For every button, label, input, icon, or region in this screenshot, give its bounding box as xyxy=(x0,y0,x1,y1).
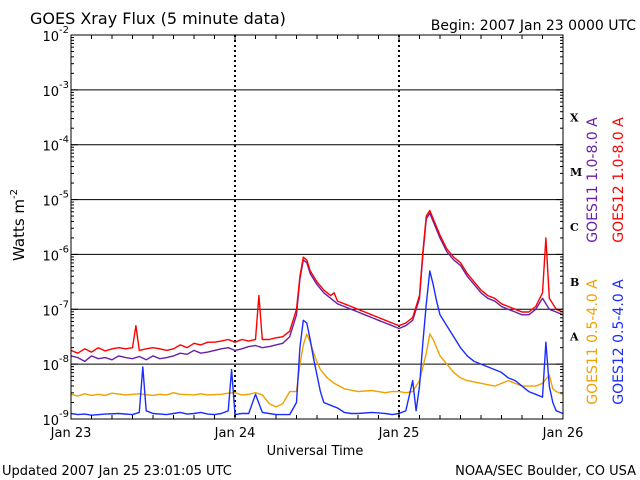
y-tick-base: 10 xyxy=(42,195,59,210)
y-tick-exp: -7 xyxy=(59,299,69,310)
x-tick-label: Jan 23 xyxy=(50,426,92,441)
y-tick-exp: -6 xyxy=(59,244,69,255)
y-tick-label: 10-6 xyxy=(42,244,69,264)
y-tick-label: 10-2 xyxy=(42,25,69,45)
series-line-goes12-1-0-8-0-a xyxy=(70,209,564,354)
chart-title: GOES Xray Flux (5 minute data) xyxy=(30,9,286,28)
y-tick-label: 10-4 xyxy=(42,135,69,155)
y-tick-label: 10-3 xyxy=(42,80,69,100)
y-tick-label: 10-5 xyxy=(42,190,69,210)
y-tick-exp: -2 xyxy=(59,25,69,36)
y-tick-base: 10 xyxy=(42,85,59,100)
y-axis-label: Watts m-2 xyxy=(9,189,28,261)
y-tick-label: 10-9 xyxy=(42,409,69,429)
series-line-goes11-1-0-8-0-a xyxy=(70,212,564,363)
y-tick-label: 10-8 xyxy=(42,354,69,374)
x-tick-label: Jan 24 xyxy=(214,426,256,441)
series-group xyxy=(70,209,564,416)
credit-label: NOAA/SEC Boulder, CO USA xyxy=(455,464,636,479)
updated-label: Updated 2007 Jan 25 23:01:05 UTC xyxy=(2,464,232,479)
y-tick-exp: -8 xyxy=(59,354,69,365)
y-axis-label-exp: -2 xyxy=(9,189,20,199)
y-axis-label-base: Watts m xyxy=(10,199,28,261)
y-tick-base: 10 xyxy=(42,30,59,45)
legend-entry: GOES11 0.5-4.0 A xyxy=(585,279,601,405)
flare-class-label: M xyxy=(570,166,582,179)
plot-frame xyxy=(70,34,564,420)
y-tick-exp: -3 xyxy=(59,80,69,91)
flare-class-label: A xyxy=(569,331,579,344)
flare-class-label: C xyxy=(570,221,579,234)
y-tick-exp: -4 xyxy=(59,135,69,146)
legend-right: GOES11 1.0-8.0 A GOES12 1.0-8.0 A GOES11 0… xyxy=(585,117,627,405)
flare-class-label: B xyxy=(570,276,579,289)
grid xyxy=(71,35,563,419)
flare-class-label: X xyxy=(570,111,579,124)
series-line-goes11-0-5-4-0-a xyxy=(70,333,564,408)
y-tick-exp: -9 xyxy=(59,409,69,420)
legend-entry: GOES11 1.0-8.0 A xyxy=(585,117,601,243)
flare-class-labels: A B C M X xyxy=(569,111,582,343)
y-tick-base: 10 xyxy=(42,249,59,264)
x-axis-label: Universal Time xyxy=(267,444,364,459)
y-tick-exp: -5 xyxy=(59,190,69,201)
legend-entry: GOES12 1.0-8.0 A xyxy=(611,117,627,243)
begin-label: Begin: 2007 Jan 23 0000 UTC xyxy=(431,18,636,34)
y-tick-label: 10-7 xyxy=(42,299,69,319)
series-line-goes12-0-5-4-0-a xyxy=(70,270,564,416)
x-tick-label: Jan 26 xyxy=(542,426,584,441)
x-axis: Jan 23 Jan 24 Jan 25 Jan 26 xyxy=(50,35,584,441)
y-tick-base: 10 xyxy=(42,359,59,374)
legend-entry: GOES12 0.5-4.0 A xyxy=(611,279,627,405)
y-tick-base: 10 xyxy=(42,140,59,155)
y-tick-base: 10 xyxy=(42,304,59,319)
y-tick-base: 10 xyxy=(42,414,59,429)
x-tick-label: Jan 25 xyxy=(378,426,420,441)
y-axis: 10-910-810-710-610-510-410-310-2 xyxy=(42,25,563,429)
